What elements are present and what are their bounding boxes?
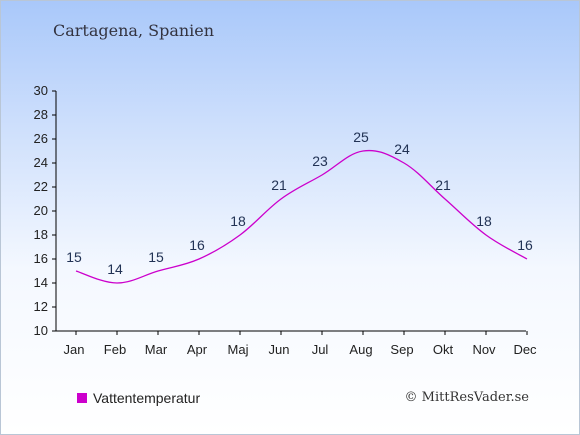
y-tick-label: 10: [34, 323, 48, 338]
y-tick-label: 22: [34, 179, 48, 194]
series-layer: [75, 149, 528, 284]
x-tick-label: Jan: [64, 342, 85, 357]
x-tick-label: Maj: [228, 342, 249, 357]
legend-label: Vattentemperatur: [93, 390, 201, 406]
x-tick-label: Feb: [104, 342, 126, 357]
data-label: 15: [66, 249, 82, 265]
x-tick-label: Sep: [390, 342, 413, 357]
y-tick-label: 20: [34, 203, 48, 218]
x-tick-label: Dec: [513, 342, 537, 357]
y-tick-label: 14: [34, 275, 48, 290]
series-line-vattentemperatur: [75, 149, 528, 284]
chart-title: Cartagena, Spanien: [53, 21, 215, 40]
x-tick-label: Aug: [349, 342, 372, 357]
x-tick-label: Apr: [187, 342, 208, 357]
copyright: © MittResVader.se: [404, 390, 529, 405]
data-label: 16: [189, 237, 205, 253]
x-tick-label: Mar: [145, 342, 168, 357]
legend: Vattentemperatur: [77, 390, 200, 406]
data-label: 18: [230, 213, 246, 229]
y-tick-label: 26: [34, 131, 48, 146]
data-label: 15: [148, 249, 164, 265]
data-label: 25: [353, 129, 369, 145]
data-label: 24: [394, 141, 410, 157]
data-labels: 15 14 15 16 18 21 23 25 24 21 18 16: [66, 129, 533, 277]
data-label: 21: [435, 177, 451, 193]
axes: 10 12 14 16 18 20 22 24 26 28 30 Jan Feb Mar Apr Maj Jun…: [34, 83, 538, 357]
data-label: 21: [271, 177, 287, 193]
data-label: 16: [517, 237, 533, 253]
y-tick-label: 18: [34, 227, 48, 242]
y-tick-label: 12: [34, 299, 48, 314]
y-tick-label: 24: [34, 155, 48, 170]
x-tick-label: Jun: [269, 342, 290, 357]
legend-swatch: [77, 393, 87, 403]
x-tick-label: Okt: [433, 342, 454, 357]
data-label: 18: [476, 213, 492, 229]
y-tick-label: 30: [34, 83, 48, 98]
y-tick-label: 28: [34, 107, 48, 122]
x-tick-label: Jul: [312, 342, 329, 357]
y-tick-label: 16: [34, 251, 48, 266]
data-label: 23: [312, 153, 328, 169]
data-label: 14: [107, 261, 123, 277]
x-tick-label: Nov: [472, 342, 496, 357]
